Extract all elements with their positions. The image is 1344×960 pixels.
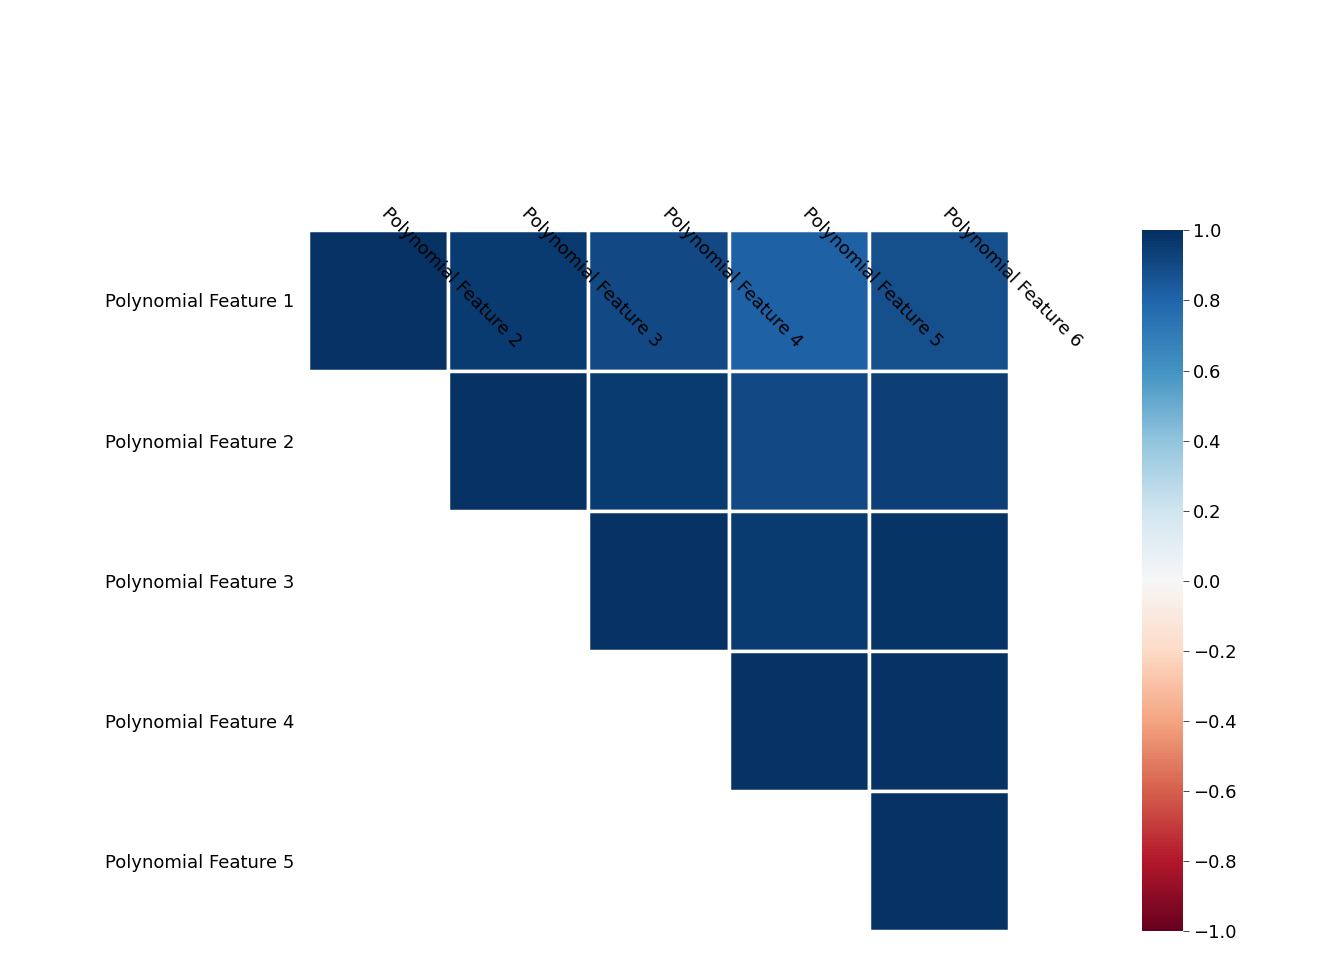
- Bar: [728, 230, 868, 371]
- Bar: [868, 230, 1009, 371]
- Bar: [589, 230, 728, 371]
- Bar: [728, 511, 868, 651]
- Bar: [308, 230, 449, 371]
- Bar: [589, 371, 728, 511]
- Bar: [449, 230, 589, 371]
- Bar: [449, 371, 589, 511]
- Bar: [868, 371, 1009, 511]
- Bar: [868, 511, 1009, 651]
- Bar: [868, 651, 1009, 791]
- Bar: [728, 371, 868, 511]
- Bar: [728, 651, 868, 791]
- Bar: [868, 791, 1009, 931]
- Bar: [589, 511, 728, 651]
